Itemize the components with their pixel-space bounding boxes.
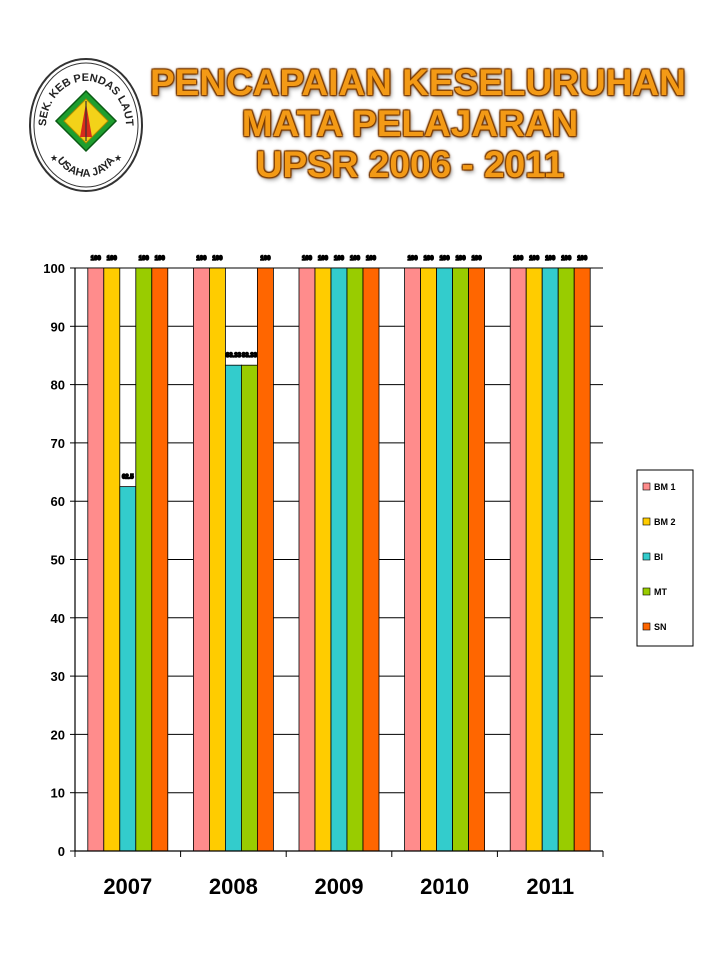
- x-tick-label: 2009: [315, 874, 364, 899]
- data-label: 100: [408, 256, 419, 262]
- y-tick-label: 50: [51, 553, 65, 568]
- page-title: PENCAPAIAN KESELURUHAN MATA PELAJARAN UP…: [150, 62, 686, 185]
- school-logo: SEK. KEB PENDAS LAUT USAHA JAYA ★ ★: [29, 58, 143, 192]
- data-label: 100: [577, 256, 588, 262]
- data-label: 100: [155, 256, 166, 262]
- bar-sn-2011: [573, 267, 591, 852]
- data-label: 100: [366, 256, 377, 262]
- x-tick-label: 2010: [420, 874, 469, 899]
- data-label: 100: [318, 256, 329, 262]
- bar-bm2-2007: [103, 267, 121, 852]
- data-label: 100: [440, 256, 451, 262]
- bar-bi-2011: [541, 267, 559, 852]
- data-label: 100: [334, 256, 345, 262]
- bar-bm2-2009: [314, 267, 332, 852]
- data-label: 83.33: [226, 353, 242, 359]
- bar-bm1-2009: [298, 267, 316, 852]
- legend-label: MT: [654, 587, 667, 597]
- data-label: 100: [196, 256, 207, 262]
- data-label: 100: [260, 256, 271, 262]
- y-tick-label: 60: [51, 494, 65, 509]
- legend-label: BM 1: [654, 482, 676, 492]
- bar-bi-2007: [119, 486, 137, 852]
- bar-bm2-2010: [420, 267, 438, 852]
- data-label: 100: [424, 256, 435, 262]
- svg-text:★: ★: [114, 153, 122, 163]
- y-tick-label: 40: [51, 611, 65, 626]
- data-label: 83.33: [242, 353, 258, 359]
- bar-mt-2010: [452, 267, 470, 852]
- bar-bm1-2011: [509, 267, 527, 852]
- bar-sn-2008: [256, 267, 274, 852]
- bar-bm2-2008: [208, 267, 226, 852]
- title-line-2: MATA PELAJARAN: [241, 103, 579, 144]
- x-tick-label: 2008: [209, 874, 258, 899]
- data-label: 100: [107, 256, 118, 262]
- bar-bi-2010: [436, 267, 454, 852]
- y-tick-label: 30: [51, 669, 65, 684]
- data-label: 100: [91, 256, 102, 262]
- data-label: 100: [472, 256, 483, 262]
- data-label: 100: [139, 256, 150, 262]
- data-label: 100: [513, 256, 524, 262]
- y-tick-label: 10: [51, 786, 65, 801]
- data-label: 62.5: [122, 475, 134, 481]
- data-label: 100: [302, 256, 313, 262]
- data-label: 100: [545, 256, 556, 262]
- bar-mt-2007: [135, 267, 153, 852]
- x-tick-label: 2007: [103, 874, 152, 899]
- svg-text:★: ★: [50, 153, 58, 163]
- data-label: 100: [561, 256, 572, 262]
- bar-bm1-2008: [192, 267, 210, 852]
- data-label: 100: [350, 256, 361, 262]
- legend-swatch-sn: [642, 622, 651, 631]
- y-tick-label: 80: [51, 378, 65, 393]
- data-label: 100: [529, 256, 540, 262]
- legend-label: BM 2: [654, 517, 676, 527]
- y-tick-label: 0: [58, 844, 65, 859]
- bar-bm1-2010: [404, 267, 422, 852]
- bar-sn-2007: [151, 267, 169, 852]
- bar-bi-2008: [224, 364, 242, 852]
- y-tick-label: 20: [51, 727, 65, 742]
- legend-swatch-bm2: [642, 517, 651, 526]
- legend-swatch-mt: [642, 587, 651, 596]
- bar-sn-2010: [468, 267, 486, 852]
- bar-mt-2009: [346, 267, 364, 852]
- bar-bi-2009: [330, 267, 348, 852]
- data-label: 100: [456, 256, 467, 262]
- y-tick-label: 100: [43, 261, 65, 276]
- y-tick-label: 70: [51, 436, 65, 451]
- legend-swatch-bm1: [642, 482, 651, 491]
- x-tick-label: 2011: [526, 874, 574, 899]
- legend-swatch-bi: [642, 552, 651, 561]
- title-line-1: PENCAPAIAN KESELURUHAN: [150, 62, 686, 103]
- bar-mt-2011: [557, 267, 575, 852]
- bar-mt-2008: [240, 364, 258, 852]
- bar-bm1-2007: [87, 267, 105, 852]
- title-line-3: UPSR 2006 - 2011: [255, 144, 565, 185]
- bar-bm2-2011: [525, 267, 543, 852]
- legend-label: BI: [654, 552, 663, 562]
- bar-sn-2009: [362, 267, 380, 852]
- data-label: 100: [212, 256, 223, 262]
- y-tick-label: 90: [51, 319, 65, 334]
- legend-label: SN: [654, 622, 667, 632]
